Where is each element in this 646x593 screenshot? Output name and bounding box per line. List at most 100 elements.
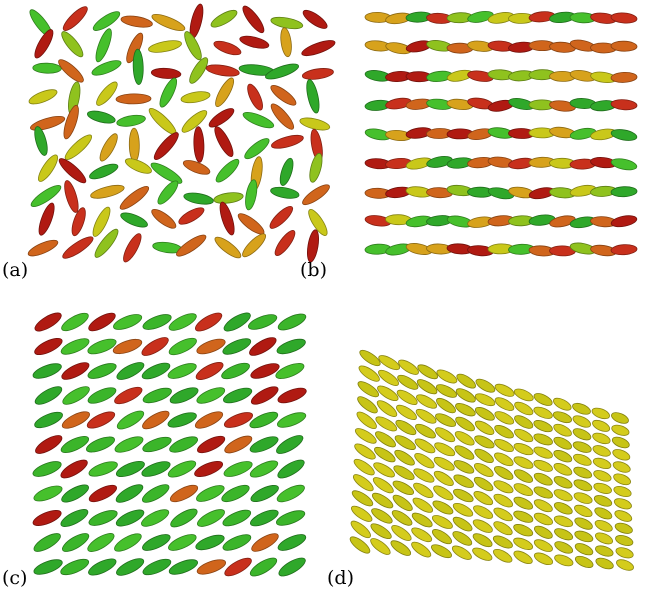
molecule	[513, 550, 533, 564]
molecule	[514, 428, 534, 443]
molecule	[494, 466, 514, 480]
molecule	[434, 427, 456, 443]
molecule	[95, 28, 112, 63]
molecule	[90, 184, 125, 199]
molecule	[549, 215, 576, 228]
molecule	[610, 71, 638, 83]
molecule	[183, 192, 214, 205]
molecule	[274, 230, 296, 256]
molecule	[513, 456, 534, 469]
molecule	[88, 510, 118, 526]
molecule	[115, 484, 144, 503]
molecule	[414, 438, 436, 454]
molecule	[112, 338, 143, 355]
molecule	[396, 389, 418, 405]
molecule	[88, 461, 118, 477]
molecule	[244, 138, 270, 160]
molecule	[245, 179, 258, 211]
molecule	[61, 411, 90, 429]
molecule	[142, 314, 172, 330]
molecule	[116, 558, 145, 576]
molecule	[120, 15, 153, 28]
molecule	[60, 459, 88, 479]
molecule	[89, 163, 119, 180]
molecule	[431, 544, 452, 559]
molecule	[60, 436, 90, 453]
molecule	[270, 103, 295, 130]
molecule	[431, 529, 453, 545]
molecule	[275, 363, 305, 379]
molecule	[277, 387, 307, 404]
molecule	[554, 554, 574, 567]
molecule	[92, 11, 121, 31]
molecule	[99, 133, 118, 162]
molecule	[276, 510, 306, 526]
molecule	[223, 312, 251, 332]
molecule	[595, 557, 614, 570]
molecule	[553, 463, 573, 476]
molecule	[38, 154, 58, 182]
molecule	[455, 388, 476, 403]
molecule	[116, 410, 145, 430]
molecule	[411, 527, 433, 543]
molecule	[454, 431, 475, 446]
molecule	[359, 349, 381, 367]
molecule	[592, 419, 611, 432]
molecule	[223, 387, 253, 404]
molecule	[61, 31, 84, 58]
molecule	[378, 369, 399, 386]
molecule	[351, 505, 373, 522]
molecule	[27, 239, 59, 257]
molecule	[592, 432, 611, 445]
molecule	[239, 35, 270, 49]
molecule	[494, 383, 515, 397]
molecule	[610, 215, 638, 228]
molecule	[455, 403, 476, 417]
molecule	[610, 12, 638, 24]
molecule	[309, 152, 323, 183]
molecule	[148, 40, 182, 53]
molecule	[115, 460, 145, 478]
molecule	[32, 363, 62, 379]
molecule	[431, 515, 453, 529]
molecule	[210, 9, 238, 28]
molecule	[574, 555, 594, 568]
molecule	[87, 338, 117, 355]
molecule	[553, 476, 573, 489]
molecule	[572, 402, 591, 415]
molecule	[197, 509, 225, 527]
molecule	[413, 468, 435, 483]
molecule	[120, 212, 148, 228]
molecule	[455, 416, 475, 432]
molecule	[377, 385, 399, 402]
molecule	[176, 234, 207, 257]
molecule	[615, 535, 634, 546]
molecule	[396, 404, 417, 420]
molecule	[196, 485, 225, 502]
molecule	[595, 545, 614, 557]
molecule	[493, 480, 514, 494]
molecule	[251, 533, 279, 552]
molecule	[194, 460, 224, 478]
molecule	[533, 420, 553, 433]
molecule	[222, 338, 252, 355]
molecule	[249, 337, 277, 356]
molecule	[436, 369, 458, 384]
molecule	[351, 490, 374, 507]
molecule	[123, 233, 142, 263]
molecule	[414, 452, 435, 469]
molecule	[394, 435, 416, 450]
molecule	[433, 485, 454, 501]
molecule	[456, 373, 476, 389]
molecule	[276, 484, 305, 503]
molecule	[87, 387, 117, 404]
molecule	[554, 541, 574, 554]
molecule	[34, 312, 62, 332]
molecule	[308, 209, 328, 236]
panel-label: (a)	[2, 259, 28, 281]
molecule	[113, 314, 143, 330]
molecule	[142, 558, 172, 576]
molecule	[196, 338, 226, 355]
molecule	[195, 534, 225, 551]
molecule	[395, 419, 417, 436]
